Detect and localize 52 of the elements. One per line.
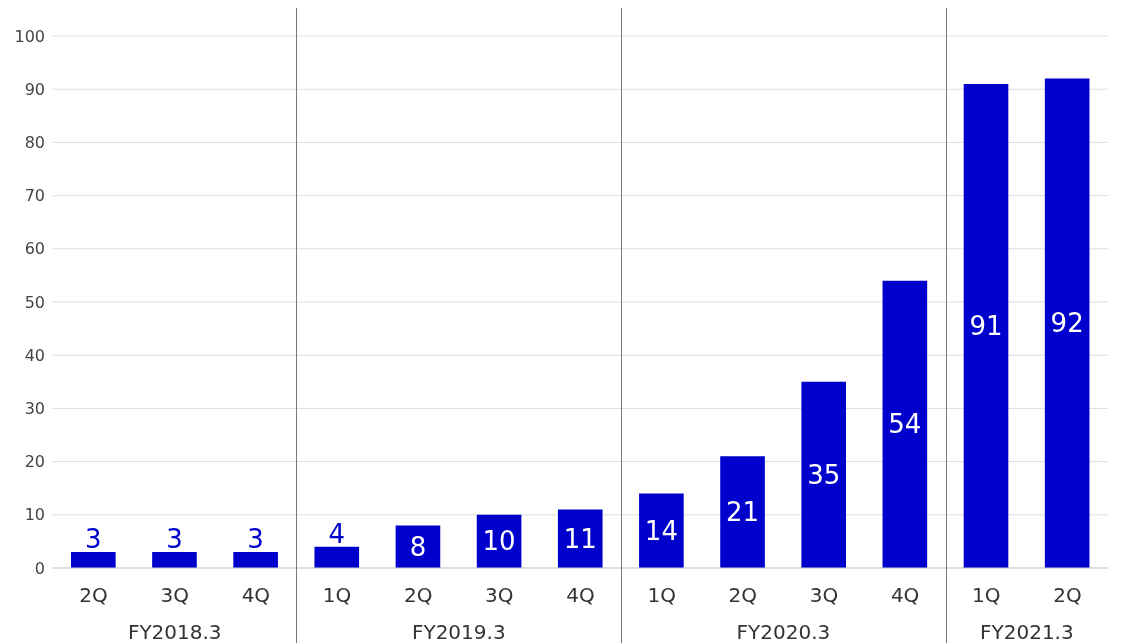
y-tick-label: 60 xyxy=(24,239,45,259)
x-tick-label: 1Q xyxy=(647,583,676,608)
text: FY2018.3 xyxy=(126,620,223,643)
data-label: 35 xyxy=(807,459,841,490)
y-tick-label: 20 xyxy=(24,452,45,472)
y-tick-label: 10 xyxy=(24,505,45,525)
bar xyxy=(1044,78,1090,568)
x-tick-label: 3Q xyxy=(485,583,514,608)
y-tick-label: 0 xyxy=(34,558,45,578)
data-label: 92 xyxy=(1050,308,1084,339)
data-label: 3 xyxy=(166,524,183,555)
bar xyxy=(314,546,360,568)
data-label: 3 xyxy=(247,524,264,555)
data-label: 4 xyxy=(328,518,346,549)
y-tick-label: 70 xyxy=(24,186,45,206)
data-label: 14 xyxy=(644,515,678,546)
bar xyxy=(963,83,1009,568)
data-label: 8 xyxy=(409,531,427,562)
y-tick-label: 100 xyxy=(14,26,45,46)
y-tick-label: 30 xyxy=(24,399,45,419)
data-label: 91 xyxy=(969,310,1003,341)
x-tick-label: 2Q xyxy=(1053,583,1082,608)
bar xyxy=(882,280,928,568)
bar xyxy=(720,456,765,568)
bar xyxy=(557,509,603,568)
bar xyxy=(801,381,847,568)
x-tick-label: 1Q xyxy=(322,583,352,608)
bar xyxy=(639,493,684,568)
bar xyxy=(233,552,278,568)
y-tick-label: 80 xyxy=(24,133,45,153)
text: FY2021.3 xyxy=(979,620,1075,643)
data-label: 10 xyxy=(482,526,516,557)
text: FY2019.3 xyxy=(410,620,507,643)
data-label: 54 xyxy=(888,409,922,440)
y-tick-label: 90 xyxy=(24,79,45,99)
x-tick-label: 2Q xyxy=(403,583,433,608)
x-tick-label: 3Q xyxy=(809,583,839,608)
data-label: 21 xyxy=(726,497,760,528)
x-tick-label: 4Q xyxy=(890,583,920,608)
bar xyxy=(71,552,116,568)
data-label: 11 xyxy=(563,523,597,554)
text: FY2020.3 xyxy=(735,620,832,643)
y-tick-label: 50 xyxy=(24,292,45,312)
y-tick-label: 40 xyxy=(24,345,45,365)
x-tick-label: 2Q xyxy=(728,583,758,608)
data-label: 3 xyxy=(85,524,102,555)
x-tick-label: 2Q xyxy=(79,583,108,608)
x-tick-label: 4Q xyxy=(241,583,271,608)
x-tick-label: 1Q xyxy=(972,583,1001,608)
x-tick-label: 4Q xyxy=(566,583,595,608)
x-tick-label: 3Q xyxy=(160,583,189,608)
bar xyxy=(152,552,197,568)
